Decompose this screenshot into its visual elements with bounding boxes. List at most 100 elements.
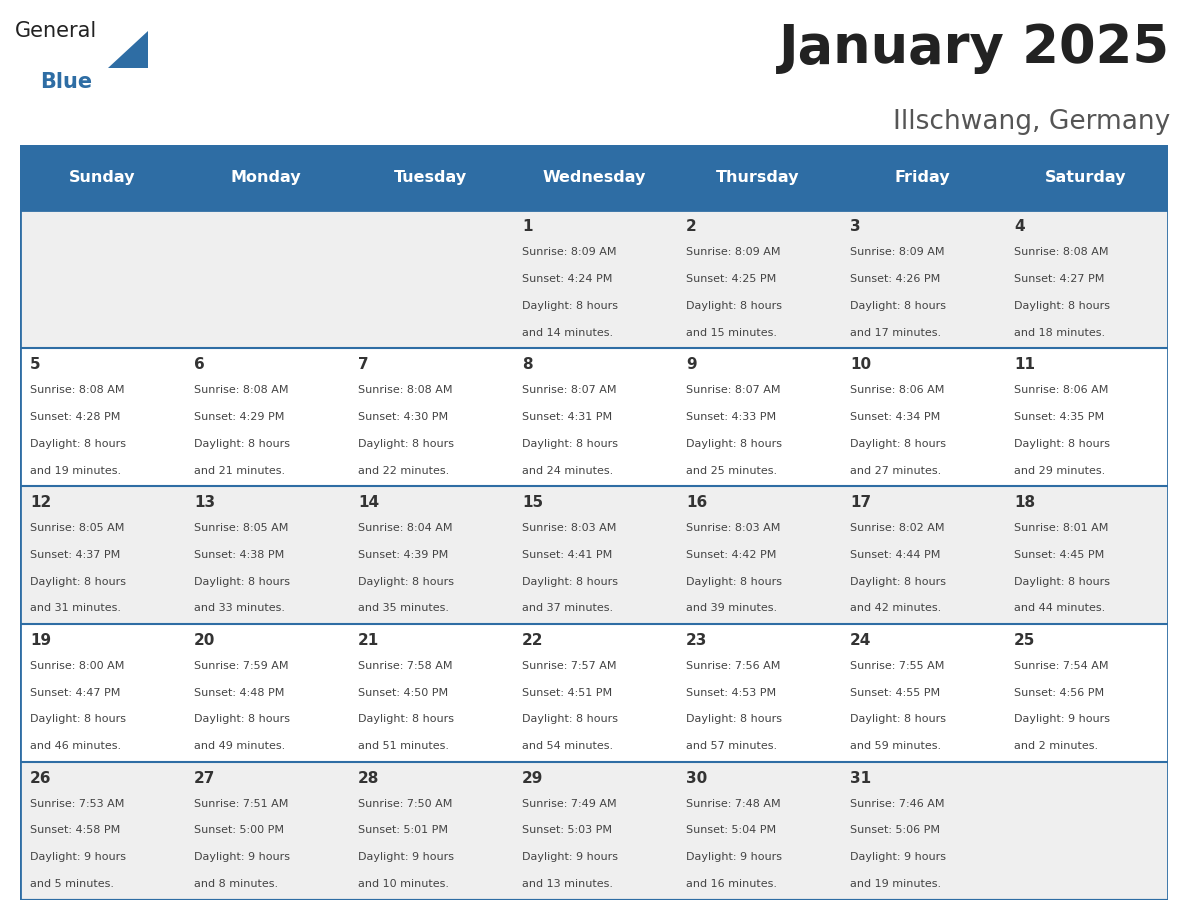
Text: and 31 minutes.: and 31 minutes. (30, 603, 121, 613)
Text: and 54 minutes.: and 54 minutes. (522, 742, 613, 751)
Text: Sunset: 4:29 PM: Sunset: 4:29 PM (194, 412, 284, 421)
Text: Sunset: 5:06 PM: Sunset: 5:06 PM (849, 825, 940, 835)
Text: Daylight: 8 hours: Daylight: 8 hours (685, 439, 782, 449)
Text: 30: 30 (685, 771, 707, 786)
Text: and 33 minutes.: and 33 minutes. (194, 603, 285, 613)
Text: and 37 minutes.: and 37 minutes. (522, 603, 613, 613)
Text: 20: 20 (194, 633, 215, 648)
Bar (1004, 762, 1168, 900)
Text: Daylight: 8 hours: Daylight: 8 hours (522, 714, 618, 724)
Text: Sunset: 4:35 PM: Sunset: 4:35 PM (1013, 412, 1104, 421)
Text: Sunrise: 8:08 AM: Sunrise: 8:08 AM (194, 385, 289, 395)
Text: 4: 4 (1013, 219, 1024, 234)
Text: and 19 minutes.: and 19 minutes. (30, 465, 121, 476)
Text: Sunrise: 7:55 AM: Sunrise: 7:55 AM (849, 661, 944, 671)
Text: and 46 minutes.: and 46 minutes. (30, 742, 121, 751)
Text: 14: 14 (358, 495, 379, 510)
Text: Daylight: 8 hours: Daylight: 8 hours (1013, 439, 1110, 449)
Text: Sunrise: 8:00 AM: Sunrise: 8:00 AM (30, 661, 125, 671)
Text: Sunset: 4:53 PM: Sunset: 4:53 PM (685, 688, 776, 698)
Text: Sunrise: 8:08 AM: Sunrise: 8:08 AM (358, 385, 453, 395)
Bar (1004, 348, 1168, 487)
Text: Sunrise: 8:08 AM: Sunrise: 8:08 AM (1013, 247, 1108, 257)
Text: 17: 17 (849, 495, 871, 510)
Text: Daylight: 8 hours: Daylight: 8 hours (30, 439, 126, 449)
Text: and 35 minutes.: and 35 minutes. (358, 603, 449, 613)
Text: Sunset: 4:58 PM: Sunset: 4:58 PM (30, 825, 120, 835)
Bar (512, 210, 676, 348)
Text: and 25 minutes.: and 25 minutes. (685, 465, 777, 476)
Text: Sunset: 4:33 PM: Sunset: 4:33 PM (685, 412, 776, 421)
Text: Sunset: 4:56 PM: Sunset: 4:56 PM (1013, 688, 1104, 698)
Text: Sunrise: 7:53 AM: Sunrise: 7:53 AM (30, 799, 125, 809)
Bar (348, 348, 512, 487)
Text: Daylight: 9 hours: Daylight: 9 hours (358, 853, 454, 862)
Text: Daylight: 8 hours: Daylight: 8 hours (30, 714, 126, 724)
Bar (512, 487, 676, 624)
Text: and 27 minutes.: and 27 minutes. (849, 465, 941, 476)
Bar (840, 762, 1004, 900)
Text: 29: 29 (522, 771, 543, 786)
Text: Daylight: 8 hours: Daylight: 8 hours (1013, 301, 1110, 310)
Text: Daylight: 8 hours: Daylight: 8 hours (358, 439, 454, 449)
Bar (184, 624, 348, 762)
Text: and 22 minutes.: and 22 minutes. (358, 465, 449, 476)
Text: Sunrise: 8:03 AM: Sunrise: 8:03 AM (522, 522, 617, 532)
Text: Daylight: 8 hours: Daylight: 8 hours (849, 577, 946, 587)
Text: 16: 16 (685, 495, 707, 510)
Text: Sunset: 5:04 PM: Sunset: 5:04 PM (685, 825, 776, 835)
Text: Sunset: 4:47 PM: Sunset: 4:47 PM (30, 688, 120, 698)
Text: and 15 minutes.: and 15 minutes. (685, 328, 777, 338)
Text: and 57 minutes.: and 57 minutes. (685, 742, 777, 751)
Text: Daylight: 8 hours: Daylight: 8 hours (358, 714, 454, 724)
Text: Daylight: 8 hours: Daylight: 8 hours (194, 439, 290, 449)
Bar (184, 348, 348, 487)
Bar (20, 348, 184, 487)
Text: Wednesday: Wednesday (542, 170, 646, 185)
Text: 6: 6 (194, 357, 204, 372)
Text: Daylight: 9 hours: Daylight: 9 hours (194, 853, 290, 862)
Text: Sunrise: 8:05 AM: Sunrise: 8:05 AM (30, 522, 125, 532)
Bar (676, 210, 840, 348)
Text: 28: 28 (358, 771, 379, 786)
Text: Sunrise: 8:05 AM: Sunrise: 8:05 AM (194, 522, 289, 532)
Text: and 2 minutes.: and 2 minutes. (1013, 742, 1098, 751)
Text: Sunset: 4:48 PM: Sunset: 4:48 PM (194, 688, 284, 698)
Text: Sunset: 4:50 PM: Sunset: 4:50 PM (358, 688, 448, 698)
Text: Sunset: 4:25 PM: Sunset: 4:25 PM (685, 274, 776, 284)
Text: and 21 minutes.: and 21 minutes. (194, 465, 285, 476)
Bar (348, 624, 512, 762)
Text: Sunrise: 8:09 AM: Sunrise: 8:09 AM (849, 247, 944, 257)
Text: Monday: Monday (230, 170, 302, 185)
Text: 1: 1 (522, 219, 532, 234)
Text: and 39 minutes.: and 39 minutes. (685, 603, 777, 613)
Text: and 5 minutes.: and 5 minutes. (30, 879, 114, 890)
Text: Sunrise: 8:09 AM: Sunrise: 8:09 AM (685, 247, 781, 257)
Text: Sunrise: 7:48 AM: Sunrise: 7:48 AM (685, 799, 781, 809)
Bar (20, 145, 184, 210)
Text: Sunset: 4:44 PM: Sunset: 4:44 PM (849, 550, 940, 560)
Bar (512, 348, 676, 487)
Text: 19: 19 (30, 633, 51, 648)
Text: 26: 26 (30, 771, 51, 786)
Text: Sunrise: 7:50 AM: Sunrise: 7:50 AM (358, 799, 453, 809)
Text: 31: 31 (849, 771, 871, 786)
Text: Daylight: 9 hours: Daylight: 9 hours (522, 853, 618, 862)
Text: Sunrise: 7:58 AM: Sunrise: 7:58 AM (358, 661, 453, 671)
Bar (20, 762, 184, 900)
Text: Sunset: 4:45 PM: Sunset: 4:45 PM (1013, 550, 1104, 560)
Text: Daylight: 8 hours: Daylight: 8 hours (522, 439, 618, 449)
Text: and 19 minutes.: and 19 minutes. (849, 879, 941, 890)
Text: Daylight: 8 hours: Daylight: 8 hours (522, 577, 618, 587)
Text: Sunday: Sunday (69, 170, 135, 185)
Bar (20, 487, 184, 624)
Text: Sunrise: 7:51 AM: Sunrise: 7:51 AM (194, 799, 289, 809)
Text: Sunset: 5:01 PM: Sunset: 5:01 PM (358, 825, 448, 835)
Text: Sunset: 4:51 PM: Sunset: 4:51 PM (522, 688, 612, 698)
Bar (184, 210, 348, 348)
Text: 18: 18 (1013, 495, 1035, 510)
Bar (348, 762, 512, 900)
Text: Illschwang, Germany: Illschwang, Germany (893, 108, 1170, 135)
Bar (840, 210, 1004, 348)
Text: 3: 3 (849, 219, 860, 234)
